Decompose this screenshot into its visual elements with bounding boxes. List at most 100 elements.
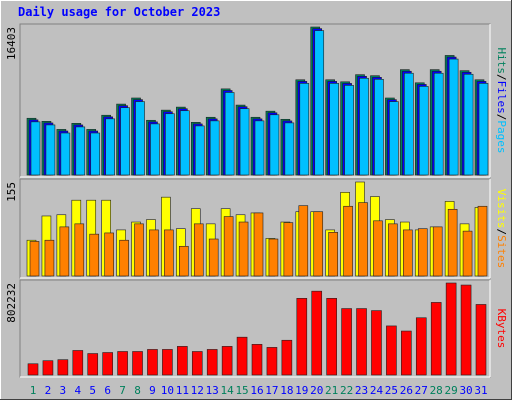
bar (224, 92, 235, 176)
bar (313, 211, 324, 277)
x-tick-label: 31 (474, 384, 487, 397)
bar (254, 120, 265, 176)
bar (236, 336, 248, 376)
bar (105, 118, 115, 176)
x-tick-label: 5 (89, 384, 96, 397)
bar (223, 216, 234, 277)
bar (117, 351, 128, 376)
bar (194, 125, 205, 176)
bar (45, 124, 56, 176)
x-tick-label: 16 (250, 384, 263, 397)
bar (57, 359, 69, 376)
legend-entry: Hits (495, 48, 508, 75)
bar (42, 360, 54, 376)
bar (389, 101, 399, 176)
bar (448, 58, 459, 176)
legend: Hits/Files/Pages (495, 48, 508, 154)
legend-entry: Sites (495, 235, 508, 268)
x-tick-label: 20 (310, 384, 323, 397)
bar (329, 83, 339, 176)
x-tick-label: 26 (400, 384, 413, 397)
bar (27, 363, 39, 376)
bar (209, 120, 220, 176)
bar (386, 325, 397, 376)
bar (374, 79, 384, 176)
legend-entry: Files (495, 81, 508, 114)
x-tick-label: 29 (445, 384, 458, 397)
legend-separator: / (495, 114, 508, 121)
y-max-label: 802232 (5, 283, 18, 323)
legend-entry: KBytes (495, 309, 508, 349)
bar (179, 245, 189, 277)
bar (298, 205, 309, 277)
bar (284, 122, 295, 176)
bar (206, 349, 218, 376)
x-tick-label: 14 (221, 384, 235, 397)
x-tick-label: 10 (161, 384, 174, 397)
bar (180, 110, 190, 176)
bar (59, 226, 70, 277)
bar (433, 72, 444, 176)
bar (281, 339, 293, 376)
bar (373, 220, 383, 277)
x-tick-label: 13 (206, 384, 219, 397)
x-tick-label: 15 (235, 384, 248, 397)
bar (177, 346, 188, 376)
bar (147, 349, 158, 376)
x-tick-label: 18 (280, 384, 293, 397)
bar (371, 310, 382, 376)
bar (403, 229, 413, 277)
x-tick-label: 17 (265, 384, 278, 397)
bar (193, 223, 204, 277)
x-tick-label: 22 (340, 384, 353, 397)
x-tick-label: 27 (415, 384, 428, 397)
x-tick-label: 8 (134, 384, 141, 397)
bar (135, 101, 145, 176)
x-tick-label: 21 (325, 384, 338, 397)
bar (326, 298, 337, 376)
bar (358, 202, 368, 277)
bar (268, 238, 279, 277)
bar (44, 239, 55, 277)
x-tick-label: 24 (370, 384, 384, 397)
bar (432, 226, 443, 277)
bar (191, 351, 203, 376)
x-tick-label: 12 (191, 384, 204, 397)
x-tick-label: 30 (459, 384, 472, 397)
bar (253, 212, 264, 277)
x-tick-label: 2 (45, 384, 52, 397)
bar (314, 30, 325, 176)
bar (165, 113, 175, 176)
x-tick-label: 11 (176, 384, 189, 397)
bar (221, 346, 233, 376)
legend-entry: Pages (495, 120, 508, 153)
legend-separator: / (495, 229, 508, 236)
legend: Visits/Sites (495, 189, 508, 269)
bar (60, 132, 71, 176)
x-tick-label: 9 (149, 384, 156, 397)
x-tick-label: 6 (104, 384, 111, 397)
bar (404, 72, 414, 176)
bar (418, 86, 429, 176)
bar (299, 83, 310, 176)
bar (119, 239, 129, 277)
y-max-label: 16403 (5, 27, 18, 60)
x-tick-label: 23 (355, 384, 368, 397)
x-tick-label: 28 (430, 384, 443, 397)
x-tick-label: 1 (30, 384, 37, 397)
bar (239, 108, 250, 176)
bar (150, 123, 160, 176)
x-tick-label: 3 (60, 384, 67, 397)
x-tick-label: 4 (74, 384, 81, 397)
bar (30, 121, 41, 176)
x-tick-label: 25 (385, 384, 398, 397)
bar (447, 208, 458, 277)
bar (238, 221, 249, 277)
bar (417, 228, 428, 277)
bar (344, 85, 354, 176)
bar (311, 290, 323, 376)
bar (296, 298, 308, 376)
bar (162, 349, 173, 376)
bar (89, 233, 100, 277)
